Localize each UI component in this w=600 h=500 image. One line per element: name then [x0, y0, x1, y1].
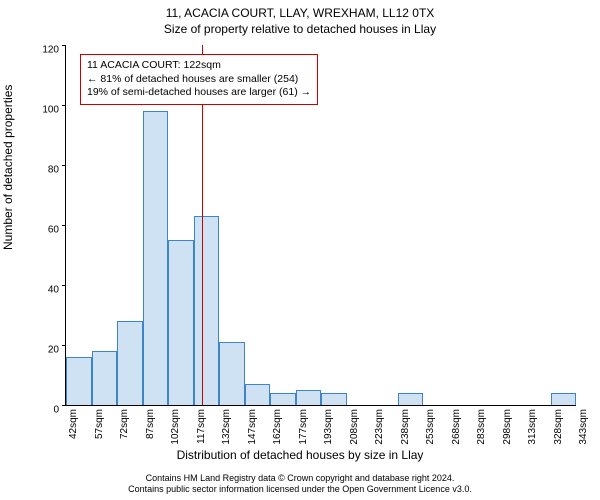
histogram-bar	[219, 342, 245, 405]
x-tick-label: 42sqm	[68, 409, 79, 439]
y-tick-label: 120	[42, 45, 59, 56]
x-tick-label: 298sqm	[502, 409, 513, 445]
histogram-bar	[194, 216, 220, 405]
info-line-1: 11 ACACIA COURT: 122sqm	[87, 59, 311, 73]
x-tick-label: 162sqm	[272, 409, 283, 445]
histogram-bar	[168, 240, 194, 405]
histogram-bar	[143, 111, 169, 405]
x-tick-label: 268sqm	[451, 409, 462, 445]
x-tick-label: 253sqm	[425, 409, 436, 445]
histogram-bar	[551, 393, 577, 405]
info-box: 11 ACACIA COURT: 122sqm ← 81% of detache…	[80, 54, 318, 105]
attribution-line-1: Contains HM Land Registry data © Crown c…	[0, 473, 600, 485]
attribution-line-2: Contains public sector information licen…	[0, 484, 600, 496]
y-tick-label: 40	[48, 285, 59, 296]
histogram-bar	[245, 384, 271, 405]
x-tick-label: 147sqm	[247, 409, 258, 445]
histogram-bar	[117, 321, 143, 405]
histogram-bar	[321, 393, 347, 405]
x-tick-label: 223sqm	[374, 409, 385, 445]
attribution-text: Contains HM Land Registry data © Crown c…	[0, 473, 600, 496]
histogram-bar	[66, 357, 92, 405]
histogram-bar	[398, 393, 424, 405]
info-line-2: ← 81% of detached houses are smaller (25…	[87, 73, 311, 87]
x-tick-label: 343sqm	[578, 409, 589, 445]
x-tick-label: 102sqm	[170, 409, 181, 445]
x-tick-label: 283sqm	[476, 409, 487, 445]
histogram-chart: 11, ACACIA COURT, LLAY, WREXHAM, LL12 0T…	[0, 0, 600, 500]
y-tick-label: 60	[48, 225, 59, 236]
histogram-bar	[92, 351, 118, 405]
y-tick-label: 100	[42, 105, 59, 116]
y-axis-label: Number of detached properties	[1, 85, 15, 250]
y-tick-label: 20	[48, 345, 59, 356]
x-tick-label: 313sqm	[527, 409, 538, 445]
x-tick-label: 57sqm	[94, 409, 105, 439]
x-tick-label: 72sqm	[119, 409, 130, 439]
y-tick-label: 0	[53, 405, 59, 416]
x-tick-label: 132sqm	[221, 409, 232, 445]
histogram-bar	[296, 390, 322, 405]
x-tick-label: 117sqm	[196, 409, 207, 444]
chart-subtitle: Size of property relative to detached ho…	[0, 22, 600, 36]
x-tick-label: 328sqm	[553, 409, 564, 445]
y-tick-label: 80	[48, 165, 59, 176]
x-tick-label: 208sqm	[349, 409, 360, 445]
x-tick-label: 177sqm	[298, 409, 309, 445]
x-tick-label: 238sqm	[400, 409, 411, 445]
chart-title: 11, ACACIA COURT, LLAY, WREXHAM, LL12 0T…	[0, 6, 600, 20]
x-axis-label: Distribution of detached houses by size …	[0, 448, 600, 462]
x-tick-label: 87sqm	[145, 409, 156, 439]
info-line-3: 19% of semi-detached houses are larger (…	[87, 86, 311, 100]
x-tick-label: 193sqm	[323, 409, 334, 445]
histogram-bar	[270, 393, 296, 405]
